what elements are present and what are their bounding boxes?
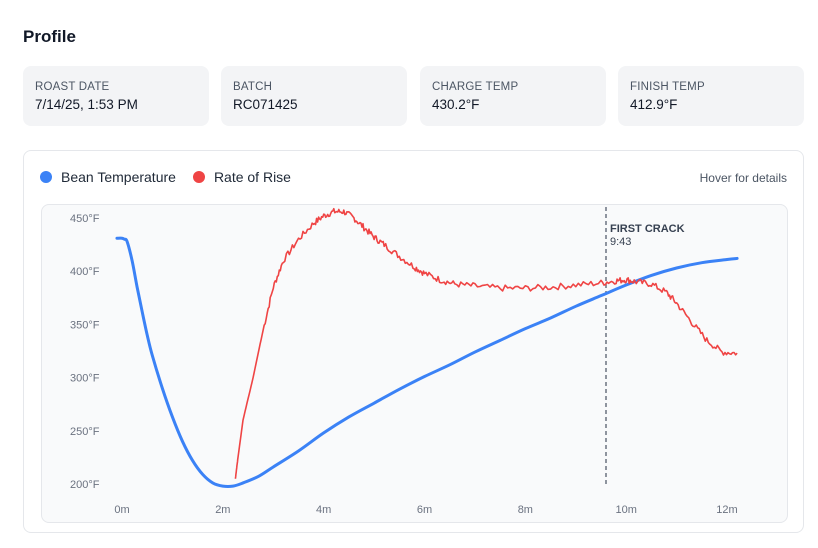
legend-item-bean-temperature[interactable]: Bean Temperature — [40, 169, 176, 185]
legend-item-rate-of-rise[interactable]: Rate of Rise — [192, 169, 291, 185]
x-tick-label: 12m — [716, 504, 737, 516]
roast-chart-card: Bean Temperature Rate of Rise Hover for … — [23, 150, 804, 533]
stat-label: ROAST DATE — [35, 81, 110, 93]
y-tick-label: 250°F — [70, 426, 100, 438]
legend-dot-ror — [192, 171, 205, 183]
stat-value: 7/14/25, 1:53 PM — [35, 97, 138, 112]
stat-card-finish-temp: FINISH TEMP 412.9°F — [618, 66, 804, 126]
x-tick-label: 6m — [417, 504, 432, 516]
rate-of-rise-line — [234, 207, 738, 479]
stat-card-charge-temp: CHARGE TEMP 430.2°F — [420, 66, 606, 126]
x-tick-label: 10m — [615, 504, 636, 516]
legend-label-ror: Rate of Rise — [213, 169, 291, 185]
hover-hint: Hover for details — [699, 171, 787, 185]
first-crack-time: 9:43 — [610, 236, 631, 248]
stat-label: FINISH TEMP — [630, 81, 705, 93]
stat-card-roast-date: ROAST DATE 7/14/25, 1:53 PM — [23, 66, 209, 126]
x-tick-label: 8m — [518, 504, 533, 516]
legend-label-bean: Bean Temperature — [61, 169, 176, 185]
legend-dot-bean — [40, 171, 52, 183]
roast-chart-svg[interactable]: 200°F 250°F 300°F 350°F 400°F 450°F 0m 2m 4m 6m 8m… — [42, 205, 788, 523]
stat-card-batch: BATCH RC071425 — [221, 66, 407, 126]
y-tick-label: 350°F — [70, 319, 100, 331]
stat-value: 430.2°F — [432, 97, 480, 112]
page-title: Profile — [23, 27, 76, 46]
stat-label: BATCH — [233, 81, 273, 93]
first-crack-label: FIRST CRACK — [610, 223, 685, 235]
stat-label: CHARGE TEMP — [432, 81, 519, 93]
stat-value: 412.9°F — [630, 97, 678, 112]
plot-area[interactable]: 200°F 250°F 300°F 350°F 400°F 450°F 0m 2m 4m 6m 8m… — [41, 204, 788, 523]
y-tick-label: 400°F — [70, 266, 100, 278]
y-tick-label: 300°F — [70, 373, 100, 385]
stat-value: RC071425 — [233, 97, 298, 112]
x-tick-label: 2m — [215, 504, 230, 516]
bean-temperature-line — [115, 236, 739, 489]
chart-legend: Bean Temperature Rate of Rise — [40, 169, 308, 185]
y-tick-label: 450°F — [70, 213, 100, 225]
y-tick-label: 200°F — [70, 479, 100, 491]
x-tick-label: 0m — [114, 504, 129, 516]
x-tick-label: 4m — [316, 504, 331, 516]
